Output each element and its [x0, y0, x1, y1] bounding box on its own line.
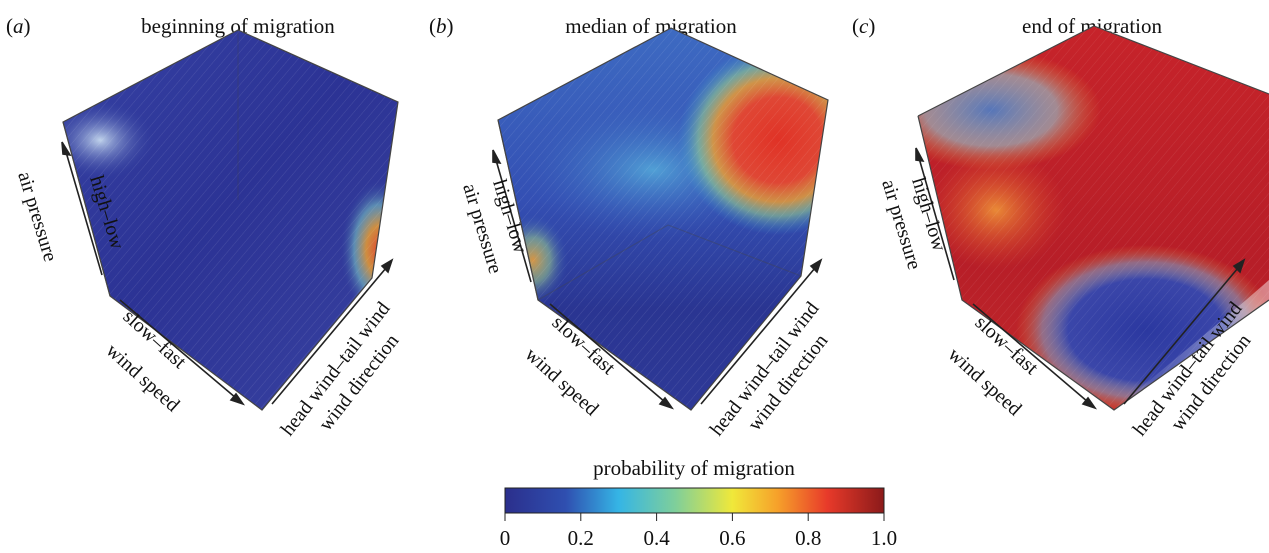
panel-c: (c) end of migration: [846, 0, 1269, 440]
colorbar-tick-label: 0.6: [719, 526, 745, 550]
panel-letter: (c): [852, 14, 876, 38]
colorbar-tick-label: 0: [500, 526, 511, 550]
panel-a: (a) beginning of migration: [0, 0, 423, 440]
probability-cube-b: high–low air pressure slow–fast wind spe…: [458, 27, 832, 440]
colorbar-tick-label: 0.8: [795, 526, 821, 550]
colorbar-tick-label: 0.2: [568, 526, 594, 550]
colorbar-tick-label: 0.4: [643, 526, 670, 550]
colorbar-ticks: 0 0.2 0.4 0.6 0.8 1.0: [500, 513, 897, 550]
colorbar-title: probability of migration: [593, 456, 795, 480]
colorbar-tick-label: 1.0: [871, 526, 897, 550]
pressure-axis-label: air pressure: [13, 169, 61, 264]
panel-letter: (a): [6, 14, 31, 38]
panel-title: median of migration: [565, 14, 737, 38]
probability-cube-a: high–low air pressure slow–fast wind spe…: [13, 29, 403, 440]
panel-letter: (b): [429, 14, 454, 38]
panel-b: (b) median of migration: [423, 0, 846, 440]
colorbar-gradient: [504, 487, 885, 514]
probability-cube-c: high–low air pressure slow–fast wind spe…: [877, 25, 1269, 440]
